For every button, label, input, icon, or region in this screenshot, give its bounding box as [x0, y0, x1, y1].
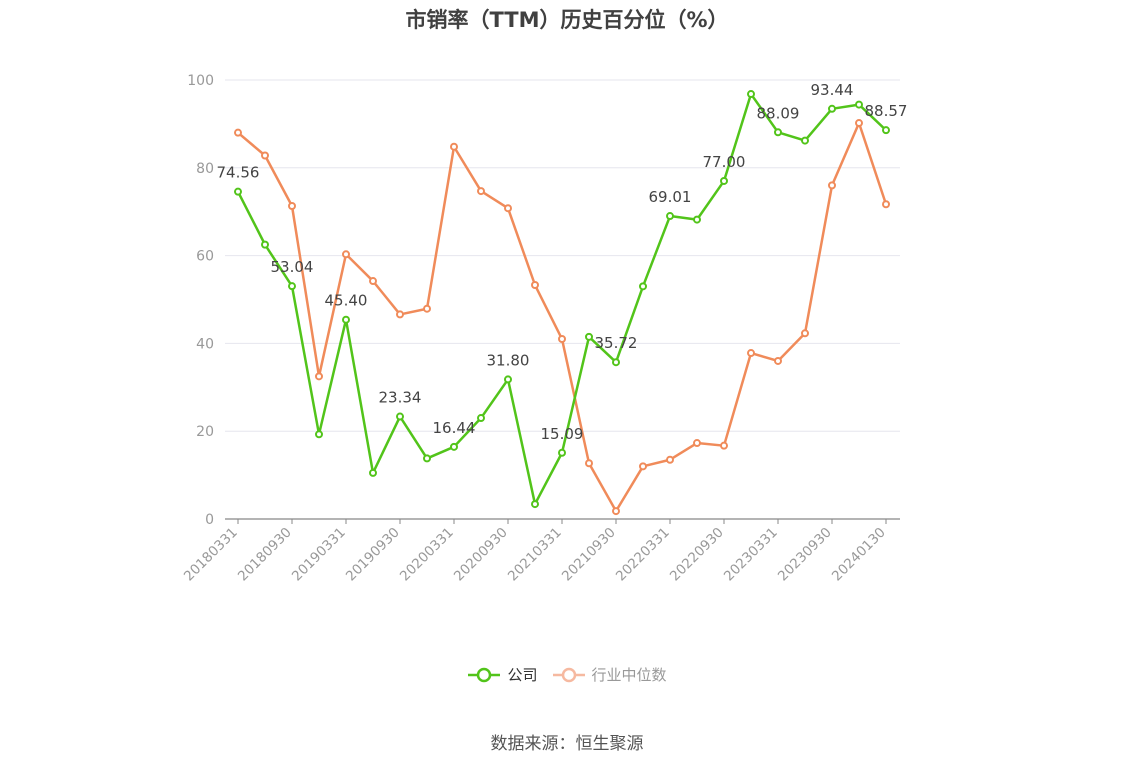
data-point-industry[interactable]	[666, 455, 674, 464]
data-point-company[interactable]	[585, 332, 593, 341]
legend-industry-marker-icon	[552, 667, 585, 682]
x-tick-label: 20200930	[451, 525, 511, 585]
data-point-company[interactable]	[261, 240, 269, 249]
data-point-industry[interactable]	[315, 372, 323, 381]
x-tick-label: 20210331	[505, 525, 565, 585]
x-tick-label: 20180930	[235, 525, 295, 585]
data-point-company[interactable]	[612, 358, 620, 367]
x-tick-label: 20190930	[343, 525, 403, 585]
data-point-company[interactable]	[234, 187, 242, 196]
chart-title: 市销率（TTM）历史百分位（%）	[405, 8, 729, 32]
data-point-company[interactable]	[882, 126, 890, 135]
y-tick-label: 0	[205, 512, 214, 528]
data-point-industry[interactable]	[423, 304, 431, 313]
data-point-industry[interactable]	[774, 356, 782, 365]
data-label: 16.44	[433, 419, 476, 437]
legend: 公司 行业中位数	[0, 664, 1134, 685]
data-point-company[interactable]	[666, 212, 674, 221]
data-point-industry[interactable]	[288, 201, 296, 210]
data-label: 15.09	[541, 425, 584, 443]
data-point-company[interactable]	[504, 375, 512, 384]
y-tick-label: 40	[196, 336, 214, 352]
data-point-industry[interactable]	[477, 187, 485, 196]
data-point-industry[interactable]	[801, 329, 809, 338]
data-label: 93.44	[811, 81, 854, 99]
legend-item-industry[interactable]: 行业中位数	[552, 664, 667, 685]
x-tick-label: 20210930	[559, 525, 619, 585]
x-tick-label: 20240130	[829, 525, 889, 585]
legend-label-company: 公司	[507, 666, 538, 684]
x-tick-label: 20180331	[181, 525, 241, 585]
series-layer	[234, 90, 890, 516]
data-point-company[interactable]	[369, 468, 377, 477]
data-label: 23.34	[379, 389, 422, 407]
data-point-company[interactable]	[828, 104, 836, 113]
data-label: 74.56	[217, 164, 260, 182]
grid-layer	[225, 79, 900, 432]
data-label: 53.04	[271, 258, 314, 276]
data-point-industry[interactable]	[558, 335, 566, 344]
x-tick-label: 20220930	[667, 525, 727, 585]
x-tick-label: 20230331	[721, 525, 781, 585]
data-point-company[interactable]	[288, 282, 296, 291]
data-point-company[interactable]	[477, 414, 485, 423]
data-point-industry[interactable]	[531, 281, 539, 290]
y-tick-label: 60	[196, 249, 214, 265]
data-point-company[interactable]	[423, 454, 431, 463]
data-point-company[interactable]	[396, 412, 404, 421]
legend-label-industry: 行业中位数	[591, 666, 667, 684]
data-point-company[interactable]	[531, 500, 539, 509]
source-note: 数据来源：恒生聚源	[490, 734, 644, 754]
data-label: 88.09	[757, 104, 800, 122]
data-point-company[interactable]	[639, 282, 647, 291]
data-label: 88.57	[865, 102, 908, 120]
data-point-industry[interactable]	[828, 181, 836, 190]
data-point-industry[interactable]	[504, 204, 512, 213]
data-point-industry[interactable]	[612, 507, 620, 516]
x-tick-label: 20190331	[289, 525, 349, 585]
data-label: 35.72	[595, 334, 638, 352]
data-point-company[interactable]	[774, 128, 782, 137]
data-point-industry[interactable]	[450, 142, 458, 151]
data-point-industry[interactable]	[234, 128, 242, 137]
legend-item-company[interactable]: 公司	[467, 664, 538, 685]
data-point-industry[interactable]	[639, 462, 647, 471]
x-tick-label: 20230930	[775, 525, 835, 585]
x-tick-label: 20220331	[613, 525, 673, 585]
data-label: 31.80	[487, 351, 530, 369]
y-tick-label: 20	[196, 424, 214, 440]
data-point-industry[interactable]	[342, 250, 350, 259]
data-point-company[interactable]	[747, 90, 755, 99]
data-point-company[interactable]	[801, 136, 809, 145]
data-point-company[interactable]	[558, 448, 566, 457]
data-point-industry[interactable]	[747, 349, 755, 358]
data-point-company[interactable]	[693, 215, 701, 224]
x-tick-label: 20200331	[397, 525, 457, 585]
data-point-company[interactable]	[315, 430, 323, 439]
data-point-industry[interactable]	[585, 459, 593, 468]
data-label-layer: 74.56 53.04 45.40 23.34 16.44 31.80 15.09 35.72…	[217, 81, 908, 443]
data-label: 77.00	[703, 153, 746, 171]
data-point-industry[interactable]	[720, 441, 728, 450]
data-label: 69.01	[649, 188, 692, 206]
data-point-industry[interactable]	[369, 277, 377, 286]
data-point-industry[interactable]	[261, 151, 269, 160]
data-point-company[interactable]	[855, 100, 863, 109]
data-point-industry[interactable]	[855, 119, 863, 128]
y-tick-label: 80	[196, 161, 214, 177]
data-point-industry[interactable]	[693, 439, 701, 448]
data-point-company[interactable]	[342, 315, 350, 324]
data-point-company[interactable]	[720, 176, 728, 185]
legend-company-marker-icon	[468, 667, 501, 682]
axis-layer: 0 20 40 60 80 100 2018033120180930201903312019…	[181, 73, 900, 584]
data-point-company[interactable]	[450, 442, 458, 451]
y-tick-label: 100	[187, 73, 214, 89]
data-label: 45.40	[325, 292, 368, 310]
data-point-industry[interactable]	[882, 200, 890, 209]
data-point-industry[interactable]	[396, 310, 404, 319]
